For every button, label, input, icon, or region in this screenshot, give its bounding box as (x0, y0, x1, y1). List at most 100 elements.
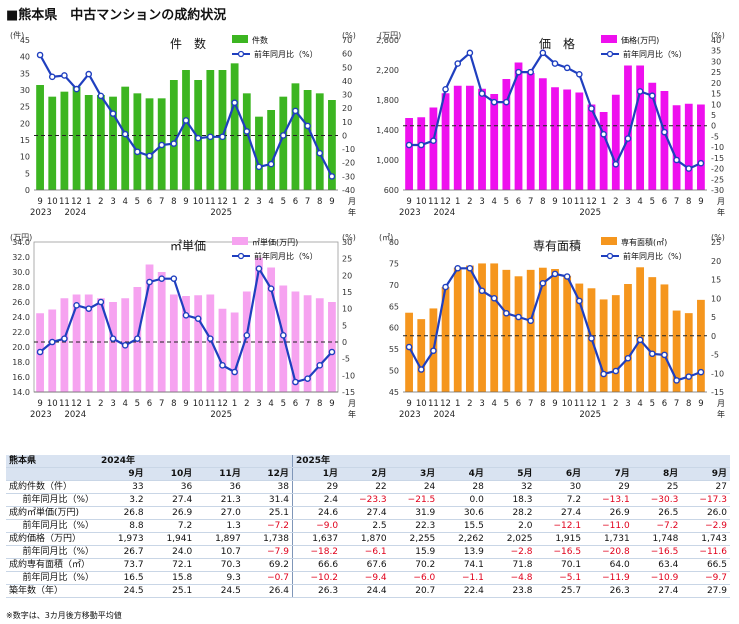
yoy-point (624, 135, 632, 142)
month-label: 6 (662, 197, 667, 207)
table-cell: −9.4 (341, 571, 390, 585)
table-cell: 24.4 (341, 584, 390, 598)
month-label: 5 (504, 197, 509, 207)
yoy-point (304, 122, 311, 130)
bar (145, 264, 154, 392)
left-tick-label: 45 (20, 36, 30, 45)
table-cell: 13.9 (438, 545, 487, 559)
yoy-point (158, 275, 165, 282)
right-tick-label: -10 (342, 371, 355, 380)
yoy-point (219, 362, 226, 369)
chart-title: 価 格 (539, 36, 575, 51)
bar (417, 117, 426, 190)
chart-price: 600 1,000 1,400 1,800 2,200 2,600 -30 -25-20 -15… (376, 31, 725, 218)
right-tick-label: -5 (711, 132, 719, 141)
month-label: 5 (135, 399, 140, 409)
month-label: 9 (552, 399, 557, 409)
right-tick-label: 10 (711, 100, 721, 109)
right-tick-label: 25 (711, 68, 721, 77)
table-cell: 7.2 (535, 493, 585, 507)
right-unit: (%) (342, 233, 356, 242)
right-tick-label: -5 (711, 351, 719, 360)
footnote: ※数字は、3カ月後方移動平均値 (6, 611, 122, 620)
table-cell: 26.3 (291, 584, 342, 598)
yoy-point (551, 60, 559, 67)
table-row: 築年数（年） 24.5 25.1 24.5 26.4 26.3 24.4 20.7 22.4 23… (6, 584, 730, 598)
table-month-header: 3月 (389, 467, 439, 481)
table-cell: 1,897 (195, 532, 244, 546)
right-tick-label: -5 (342, 355, 350, 364)
month-label: 1 (455, 399, 460, 409)
table-cell: 71.8 (486, 558, 536, 572)
yoy-point (600, 130, 607, 138)
table-year-2024: 2024年 (98, 455, 147, 468)
table-cell: 2,255 (389, 532, 439, 546)
left-tick-label: 30.0 (12, 268, 30, 277)
chart-unit-price: 14.0 16.0 18.0 20.0 22.0 24.0 26.0 28.0 30.0 32.0… (10, 233, 356, 420)
table-row: 成約専有面積（㎡） 73.7 72.1 70.3 69.2 66.6 67.6 70.2 74.… (6, 558, 730, 572)
table-cell: 1,941 (146, 532, 196, 546)
legend-bar-label: 専有面積(㎡) (621, 237, 667, 247)
yoy-point (551, 270, 559, 278)
table-cell: 1,870 (341, 532, 390, 546)
table-cell: −18.2 (291, 545, 342, 559)
yoy-point (328, 348, 336, 356)
right-tick-label: -40 (342, 186, 355, 195)
yoy-point (243, 332, 251, 339)
yoy-point (194, 315, 202, 322)
left-tick-label: 34.0 (12, 238, 30, 247)
bar (660, 91, 669, 190)
yoy-point (121, 130, 129, 138)
table-cell: 2.4 (291, 493, 342, 507)
month-label: 2 (467, 197, 472, 207)
month-label: 12 (71, 197, 82, 207)
yoy-point (636, 88, 644, 95)
chart-title: ㎡単価 (170, 239, 206, 253)
table-cell: 24.5 (195, 584, 244, 598)
left-unit: (万円) (379, 31, 401, 40)
table-header-blank (486, 455, 536, 468)
bar (575, 92, 584, 190)
month-label: 7 (159, 399, 164, 409)
month-label: 9 (37, 399, 42, 409)
left-tick-label: 70 (389, 281, 399, 290)
left-tick-label: 65 (389, 302, 399, 311)
right-tick-label: 5 (342, 321, 347, 330)
year-label: 2023 (399, 208, 421, 218)
right-tick-label: 10 (342, 118, 352, 127)
table-cell: 29 (584, 480, 633, 494)
month-label: 5 (650, 197, 655, 207)
bar (194, 295, 203, 392)
month-label: 1 (601, 399, 606, 409)
right-tick-label: -30 (711, 186, 724, 195)
table-header-blank (584, 455, 633, 468)
left-tick-label: 0 (25, 186, 30, 195)
table-cell: 26.5 (632, 506, 682, 520)
year-label: 2025 (210, 410, 232, 420)
table-month-header: 9月 (98, 467, 147, 481)
month-label: 4 (268, 399, 273, 409)
month-label: 10 (416, 399, 427, 409)
table-cell: 72.1 (146, 558, 196, 572)
month-label: 8 (686, 399, 691, 409)
table-cell: −7.2 (243, 519, 293, 533)
year-label: 2025 (579, 410, 601, 420)
yoy-point (442, 85, 449, 93)
table-cell: 64.0 (584, 558, 633, 572)
bar (611, 295, 620, 392)
bar (60, 91, 69, 190)
right-tick-label: 30 (711, 57, 721, 66)
yoy-point (673, 377, 680, 384)
left-tick-label: 1,000 (376, 156, 399, 165)
left-tick-label: 15 (20, 136, 30, 145)
yoy-point (304, 375, 311, 382)
month-label: 6 (147, 197, 152, 207)
bar (648, 277, 657, 392)
table-cell: −11.0 (584, 519, 633, 533)
table-cell: 23.8 (486, 584, 536, 598)
table-cell: 27.9 (681, 584, 730, 598)
month-label: 6 (293, 197, 298, 207)
legend-line-marker (606, 252, 614, 260)
bar (502, 79, 511, 190)
yoy-point (466, 264, 474, 272)
